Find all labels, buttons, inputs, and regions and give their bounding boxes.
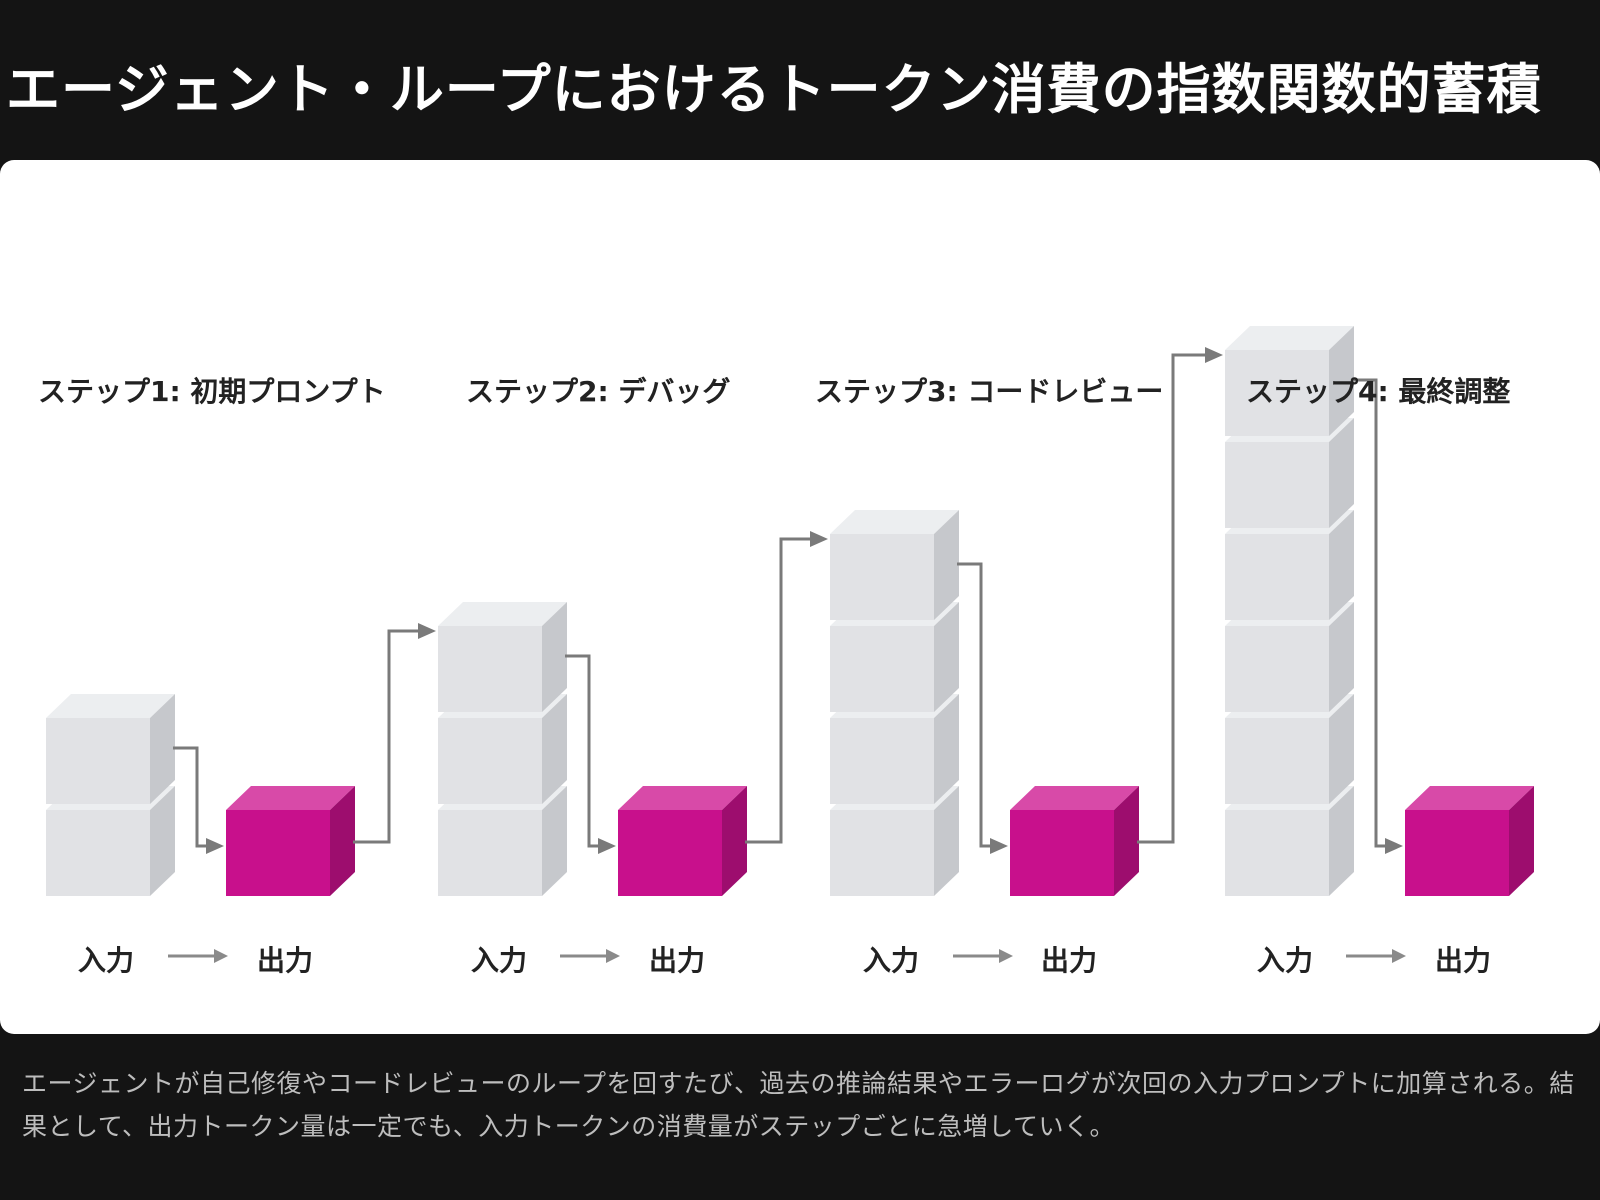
step-4-input-block-5-front bbox=[1225, 442, 1329, 528]
step-2-input-block-3-side bbox=[542, 602, 567, 712]
step-3-input-block-4 bbox=[830, 510, 959, 620]
step-1-output-label: 出力 bbox=[257, 944, 314, 977]
step-4-label: ステップ4: 最終調整 bbox=[1246, 375, 1511, 408]
step-1-output-block-top bbox=[226, 786, 355, 810]
step-2-flow-arrow-icon bbox=[565, 654, 612, 848]
step-3-flow-arrow-icon bbox=[957, 562, 1004, 848]
step-1-input-block-2-side bbox=[150, 694, 175, 804]
carry-over-arrow-icon-1 bbox=[353, 629, 432, 844]
step-2-flow-arrowhead-icon bbox=[598, 838, 616, 854]
step-4-input-block-6-side bbox=[1329, 326, 1354, 436]
step-4-input-block-6 bbox=[1225, 326, 1354, 436]
carry-over-arrowhead-icon-2 bbox=[810, 531, 828, 547]
step-2-output-block-top bbox=[618, 786, 747, 810]
step-4-output-block bbox=[1405, 786, 1534, 896]
step-4-output-block-top bbox=[1405, 786, 1534, 810]
step-4-input-block-2-side bbox=[1329, 694, 1354, 804]
step-3-input-label: 入力 bbox=[863, 944, 920, 977]
step-3-input-block-4-front bbox=[830, 534, 934, 620]
step-4-input-block-6-front bbox=[1225, 350, 1329, 436]
page-title: エージェント・ループにおけるトークン消費の指数関数的蓄積 bbox=[6, 58, 1542, 121]
carry-over-arrow-icon-2 bbox=[745, 537, 824, 844]
right-arrow-icon bbox=[168, 949, 228, 963]
step-4-flow-arrow-icon bbox=[1352, 378, 1399, 848]
right-arrow-icon bbox=[1346, 949, 1406, 963]
step-4-input-block-2-front bbox=[1225, 718, 1329, 804]
step-3-label: ステップ3: コードレビュー bbox=[815, 375, 1164, 408]
step-4-input-block-3-front bbox=[1225, 626, 1329, 712]
carry-over-arrowhead-icon-1 bbox=[418, 623, 436, 639]
step-3-output-block-front bbox=[1010, 810, 1114, 896]
step-3-output-block-side bbox=[1114, 786, 1139, 896]
step-4-input-block-5-side bbox=[1329, 418, 1354, 528]
step-2-input-block-3-front bbox=[438, 626, 542, 712]
step-1-label: ステップ1: 初期プロンプト bbox=[38, 375, 386, 408]
diagram-panel: ステップ1: 初期プロンプト ステップ2: デバッグ ステップ3: コードレビュ… bbox=[0, 160, 1600, 1034]
step-1-output-block-side bbox=[330, 786, 355, 896]
step-3-input-block-4-top bbox=[830, 510, 959, 534]
step-2-input-block-2-front bbox=[438, 718, 542, 804]
step-3-input-block-3-front bbox=[830, 626, 934, 712]
step-4-output-label: 出力 bbox=[1435, 944, 1492, 977]
step-3-output-block bbox=[1010, 786, 1139, 896]
step-4-input-block-3-side bbox=[1329, 602, 1354, 712]
step-4-output-block-front bbox=[1405, 810, 1509, 896]
step-1-flow-arrowhead-icon bbox=[206, 838, 224, 854]
step-3-input-block-1-front bbox=[830, 810, 934, 896]
step-4-input-block-1-side bbox=[1329, 786, 1354, 896]
step-2-input-block-2-side bbox=[542, 694, 567, 804]
right-arrow-icon bbox=[953, 949, 1013, 963]
carry-over-arrow-icon-3 bbox=[1137, 353, 1219, 844]
step-2-input-block-3 bbox=[438, 602, 567, 712]
step-4-input-label: 入力 bbox=[1257, 944, 1314, 977]
right-arrow-icon bbox=[560, 949, 620, 963]
step-1-input-label: 入力 bbox=[78, 944, 135, 977]
step-3-input-block-1-side bbox=[934, 786, 959, 896]
step-3-input-block-4-side bbox=[934, 510, 959, 620]
step-3-input-block-2-side bbox=[934, 694, 959, 804]
step-2-output-block-side bbox=[722, 786, 747, 896]
step-3-flow-arrowhead-icon bbox=[990, 838, 1008, 854]
step-1-input-block-2-top bbox=[46, 694, 175, 718]
step-1-output-block bbox=[226, 786, 355, 896]
step-1-input-block-1-side bbox=[150, 786, 175, 896]
step-2-input-block-3-top bbox=[438, 602, 567, 626]
step-2-output-block-front bbox=[618, 810, 722, 896]
step-2-output-block bbox=[618, 786, 747, 896]
step-1-input-block-2 bbox=[46, 694, 175, 804]
carry-over-arrowhead-icon-3 bbox=[1205, 347, 1223, 363]
step-1-input-block-2-front bbox=[46, 718, 150, 804]
step-1-flow-arrow-icon bbox=[173, 746, 220, 848]
step-4-input-block-1-front bbox=[1225, 810, 1329, 896]
token-accumulation-diagram bbox=[46, 326, 1534, 896]
step-2-output-label: 出力 bbox=[649, 944, 706, 977]
step-2-input-block-1-side bbox=[542, 786, 567, 896]
step-4-input-block-4-side bbox=[1329, 510, 1354, 620]
step-1-input-block-1-front bbox=[46, 810, 150, 896]
step-3-output-label: 出力 bbox=[1041, 944, 1098, 977]
step-4-output-block-side bbox=[1509, 786, 1534, 896]
caption: エージェントが自己修復やコードレビューのループを回すたび、過去の推論結果やエラー… bbox=[22, 1069, 1575, 1141]
step-4-input-block-4-front bbox=[1225, 534, 1329, 620]
step-3-output-block-top bbox=[1010, 786, 1139, 810]
step-2-input-block-1-front bbox=[438, 810, 542, 896]
step-3-input-block-2-front bbox=[830, 718, 934, 804]
step-2-input-label: 入力 bbox=[471, 944, 528, 977]
step-4-flow-arrowhead-icon bbox=[1385, 838, 1403, 854]
step-2-label: ステップ2: デバッグ bbox=[466, 375, 731, 408]
step-1-output-block-front bbox=[226, 810, 330, 896]
step-3-input-block-3-side bbox=[934, 602, 959, 712]
step-4-input-block-6-top bbox=[1225, 326, 1354, 350]
